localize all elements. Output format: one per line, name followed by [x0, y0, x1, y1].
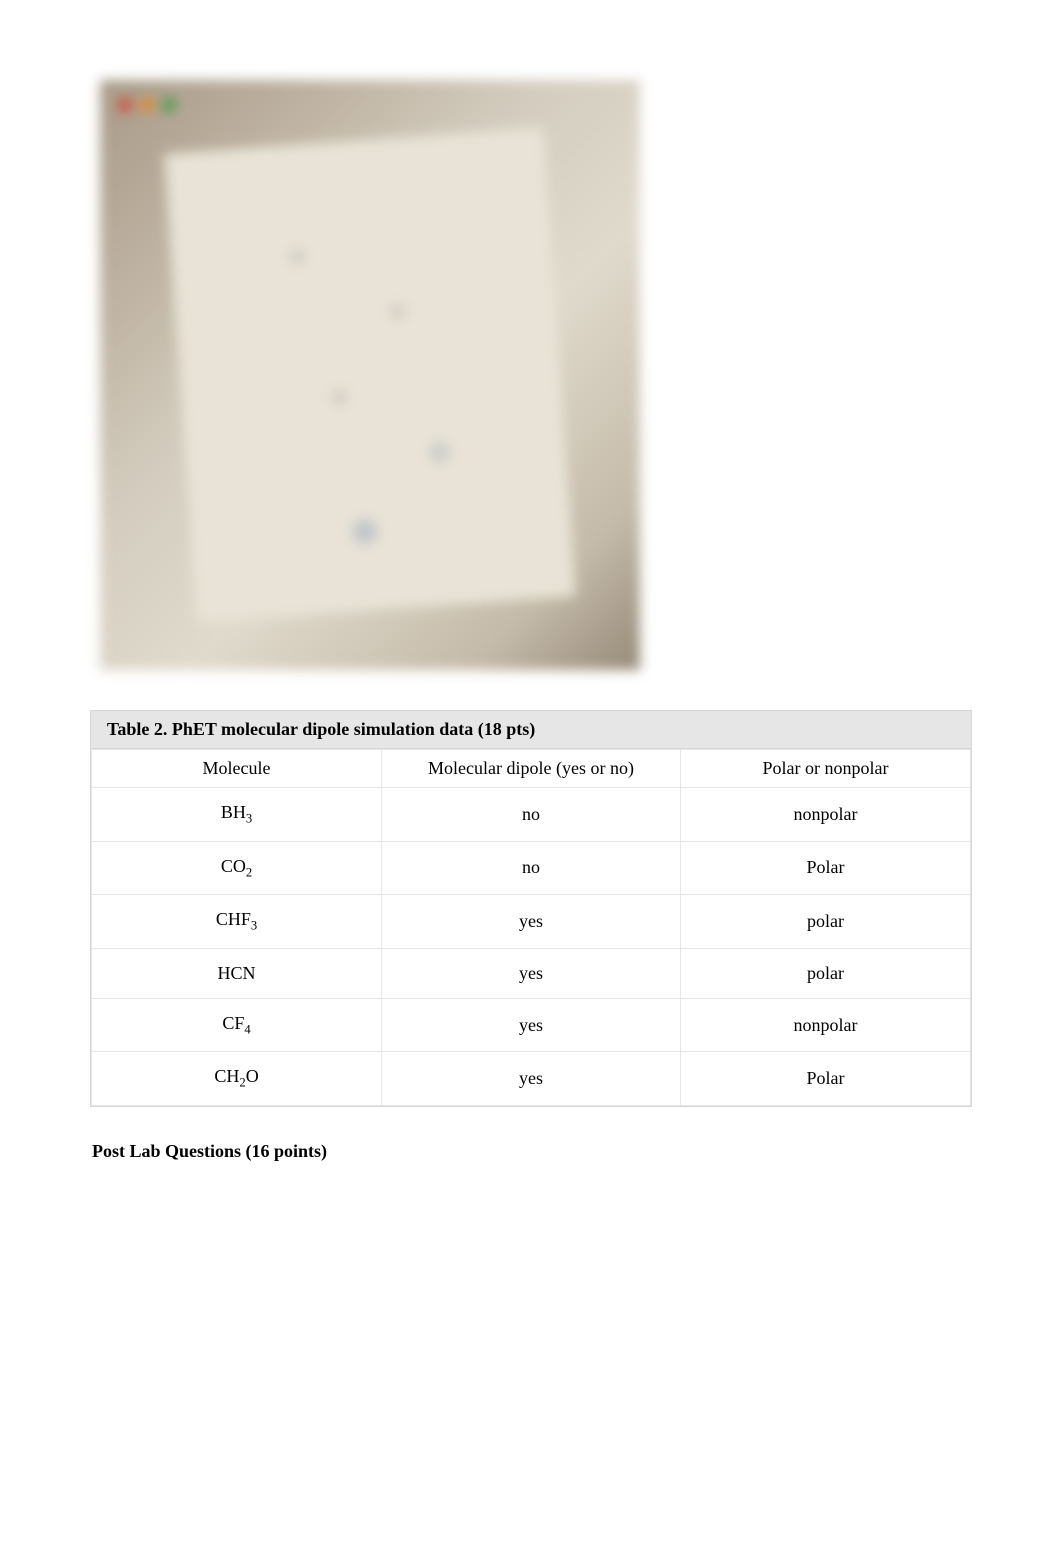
paper-sheet-icon: [164, 127, 576, 622]
cell-molecule: CHF3: [92, 895, 382, 949]
embedded-photo: [100, 80, 640, 670]
close-dot-icon: [118, 98, 132, 112]
table-row: BH3nononpolar: [92, 788, 971, 842]
cell-dipole: yes: [382, 948, 681, 998]
cell-molecule: BH3: [92, 788, 382, 842]
table-row: CH2OyesPolar: [92, 1052, 971, 1106]
cell-dipole: no: [382, 788, 681, 842]
cell-dipole: no: [382, 841, 681, 895]
table2-col-polarity: Polar or nonpolar: [680, 750, 970, 788]
cell-polarity: polar: [680, 948, 970, 998]
cell-dipole: yes: [382, 1052, 681, 1106]
cell-polarity: Polar: [680, 841, 970, 895]
cell-molecule: CF4: [92, 998, 382, 1052]
table2-col-dipole: Molecular dipole (yes or no): [382, 750, 681, 788]
cell-polarity: nonpolar: [680, 998, 970, 1052]
table-row: CO2noPolar: [92, 841, 971, 895]
table2-container: Table 2. PhET molecular dipole simulatio…: [90, 710, 972, 1107]
window-traffic-lights: [118, 98, 176, 112]
cell-polarity: Polar: [680, 1052, 970, 1106]
cell-molecule: CO2: [92, 841, 382, 895]
cell-polarity: polar: [680, 895, 970, 949]
zoom-dot-icon: [162, 98, 176, 112]
table2-col-molecule: Molecule: [92, 750, 382, 788]
postlab-heading: Post Lab Questions (16 points): [92, 1141, 972, 1162]
table-row: CHF3yespolar: [92, 895, 971, 949]
minimize-dot-icon: [140, 98, 154, 112]
table2: Molecule Molecular dipole (yes or no) Po…: [91, 749, 971, 1106]
cell-molecule: HCN: [92, 948, 382, 998]
table2-header-row: Molecule Molecular dipole (yes or no) Po…: [92, 750, 971, 788]
cell-dipole: yes: [382, 998, 681, 1052]
table2-title: Table 2. PhET molecular dipole simulatio…: [91, 711, 971, 749]
cell-dipole: yes: [382, 895, 681, 949]
table-row: CF4yesnonpolar: [92, 998, 971, 1052]
table-row: HCNyespolar: [92, 948, 971, 998]
cell-polarity: nonpolar: [680, 788, 970, 842]
cell-molecule: CH2O: [92, 1052, 382, 1106]
